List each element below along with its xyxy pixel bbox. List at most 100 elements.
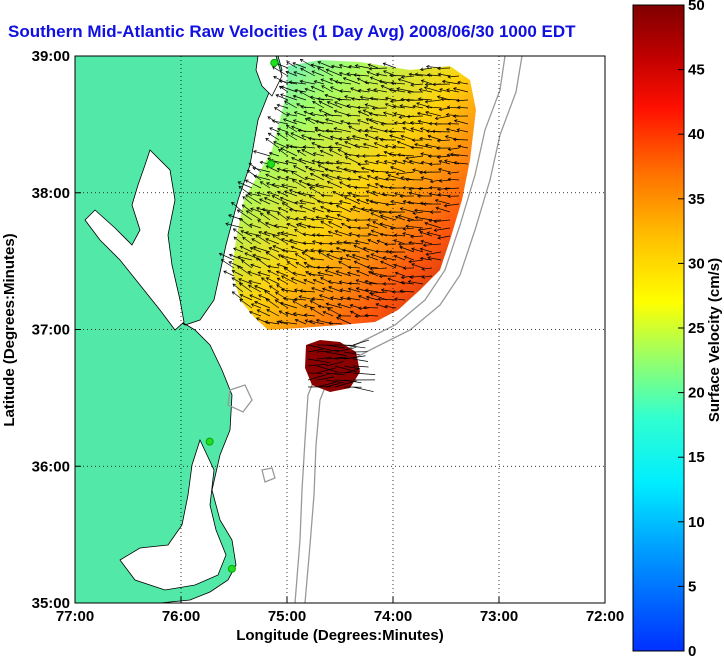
velocity-vector <box>391 82 406 85</box>
velocity-vector-head <box>349 207 354 212</box>
velocity-vector-head <box>408 159 413 164</box>
velocity-vector <box>400 281 415 285</box>
velocity-vector <box>408 242 424 245</box>
velocity-vector <box>309 187 325 197</box>
velocity-vector-head <box>396 87 400 91</box>
velocity-vector <box>223 270 235 277</box>
velocity-vector-head <box>309 112 314 116</box>
velocity-vector <box>439 107 451 110</box>
velocity-vector-head <box>437 72 442 77</box>
velocity-vector <box>424 86 442 93</box>
velocity-vector <box>435 199 451 205</box>
velocity-vector <box>299 296 316 301</box>
velocity-vector-head <box>439 88 443 92</box>
velocity-vector-head <box>342 77 347 81</box>
velocity-vector-head <box>365 118 370 122</box>
velocity-vector-head <box>364 128 369 133</box>
land-mass <box>75 56 283 603</box>
velocity-vector-head <box>346 72 350 76</box>
velocity-vector-head <box>293 288 298 293</box>
velocity-vector-head <box>306 182 310 187</box>
velocity-vector-head <box>299 205 303 209</box>
velocity-vector <box>328 221 343 229</box>
velocity-vector <box>325 361 345 367</box>
velocity-vector-head <box>325 265 330 270</box>
velocity-vector <box>280 93 298 101</box>
velocity-vector-head <box>318 294 323 298</box>
velocity-vector-head <box>276 190 281 195</box>
velocity-vector-head <box>344 140 348 145</box>
velocity-vector <box>309 320 325 325</box>
velocity-vector <box>380 215 397 221</box>
velocity-vector-head <box>339 296 344 300</box>
velocity-vector <box>245 179 262 189</box>
velocity-vector-head <box>315 119 319 124</box>
velocity-vector <box>427 257 442 261</box>
velocity-vector-head <box>256 206 260 211</box>
velocity-vector-head <box>378 210 382 215</box>
velocity-vector <box>402 127 415 133</box>
velocity-vector-head <box>431 129 436 134</box>
velocity-vector-head <box>274 299 279 303</box>
velocity-vector <box>310 96 325 101</box>
velocity-vector <box>389 89 406 93</box>
velocity-vector <box>347 192 361 197</box>
velocity-vector <box>340 194 352 197</box>
velocity-vector <box>389 74 406 77</box>
velocity-vector-head <box>412 168 416 173</box>
velocity-vector <box>311 298 325 301</box>
velocity-vector-head <box>364 103 369 107</box>
velocity-vector-head <box>282 296 287 301</box>
velocity-vector-head <box>408 72 413 77</box>
velocity-vector <box>250 208 262 213</box>
velocity-vector-head <box>301 134 305 138</box>
velocity-vector <box>432 131 451 133</box>
velocity-vector <box>305 177 316 181</box>
velocity-vector <box>446 114 460 117</box>
velocity-vector-head <box>438 159 443 164</box>
velocity-vector <box>370 267 388 270</box>
velocity-vector <box>277 232 289 237</box>
velocity-vector <box>422 267 433 270</box>
velocity-vector <box>340 289 352 293</box>
velocity-vector <box>241 260 253 269</box>
velocity-vector-head <box>436 138 441 143</box>
velocity-vector <box>335 142 352 149</box>
velocity-vector <box>348 266 361 269</box>
velocity-vector-head <box>399 245 403 250</box>
velocity-vector <box>292 300 307 309</box>
velocity-vector-head <box>372 220 376 225</box>
velocity-vector <box>373 89 388 93</box>
velocity-vector <box>242 204 253 213</box>
velocity-vector <box>326 266 343 269</box>
velocity-vector <box>257 219 271 229</box>
velocity-vector <box>279 86 289 93</box>
velocity-vector <box>411 263 424 269</box>
velocity-vector-head <box>363 80 368 85</box>
velocity-vector-head <box>444 135 449 139</box>
velocity-vector <box>319 294 334 301</box>
velocity-vector <box>369 209 388 213</box>
velocity-vector-head <box>452 87 457 91</box>
velocity-vector-head <box>273 75 277 80</box>
velocity-vector <box>394 298 406 301</box>
velocity-vector-head <box>406 218 411 223</box>
velocity-vector-head <box>265 298 270 302</box>
velocity-vector-head <box>276 167 281 172</box>
velocity-vector-head <box>424 99 429 104</box>
velocity-vector-head <box>435 206 440 211</box>
velocity-vector-head <box>303 110 308 115</box>
velocity-vector <box>311 86 325 93</box>
velocity-vector <box>247 169 262 181</box>
velocity-vector <box>276 271 289 277</box>
bathymetry-contours <box>227 56 523 603</box>
velocity-vector <box>245 231 262 237</box>
velocity-vector-head <box>233 236 238 241</box>
velocity-vector-head <box>419 201 424 206</box>
velocity-vector <box>294 89 307 93</box>
velocity-vector-head <box>255 257 260 261</box>
velocity-vector-head <box>332 190 336 195</box>
velocity-vector-head <box>321 173 325 178</box>
velocity-vector <box>370 212 388 221</box>
velocity-vector-head <box>344 95 348 99</box>
